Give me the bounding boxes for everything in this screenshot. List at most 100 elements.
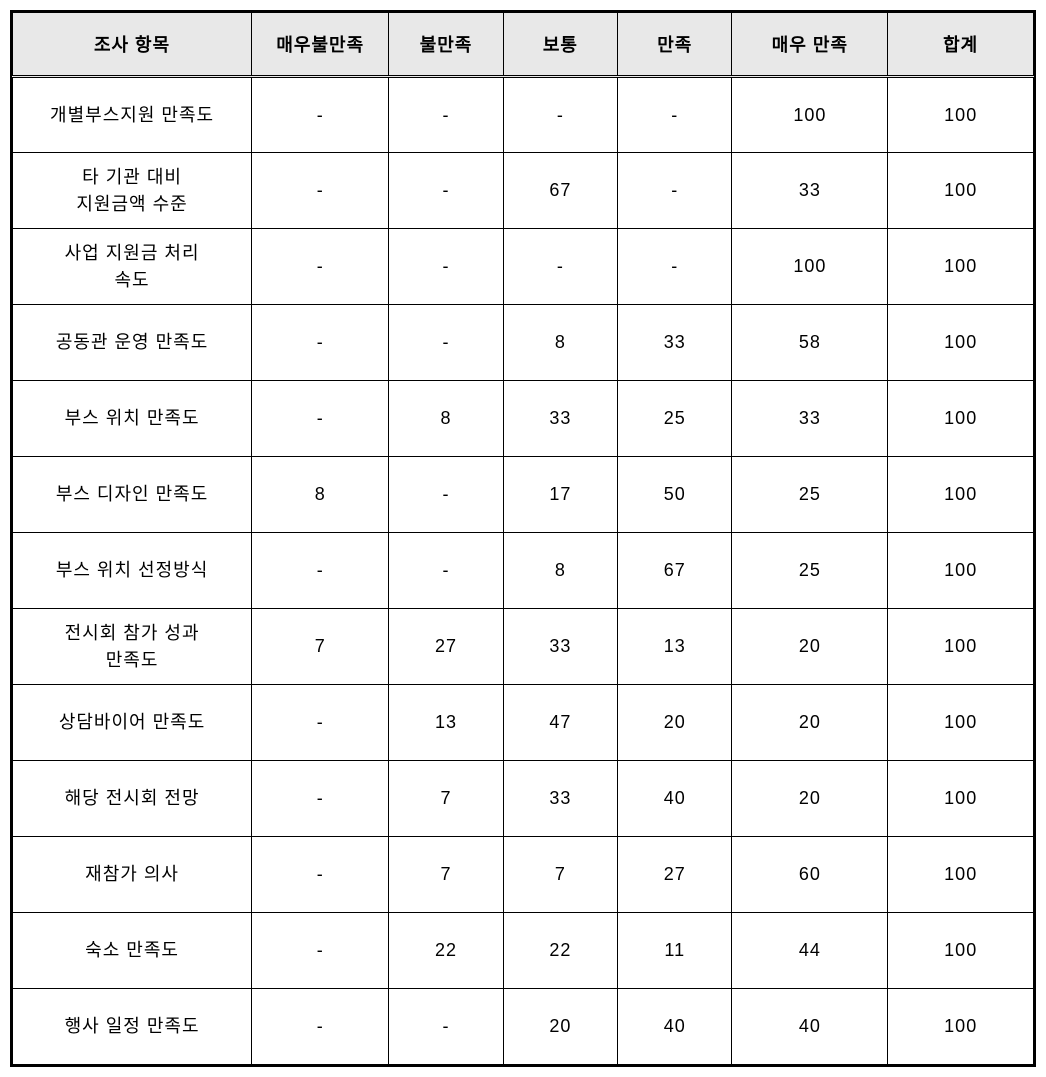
total-cell: 100 (888, 989, 1034, 1065)
v5-cell: 33 (732, 381, 888, 457)
v3-cell: 67 (503, 153, 617, 229)
v1-cell: 8 (252, 457, 389, 533)
item-cell: 행사 일정 만족도 (13, 989, 252, 1065)
v5-cell: 100 (732, 77, 888, 153)
v3-cell: 33 (503, 609, 617, 685)
table-row: 해당 전시회 전망-7334020100 (13, 761, 1034, 837)
table-row: 재참가 의사-772760100 (13, 837, 1034, 913)
v5-cell: 20 (732, 761, 888, 837)
v4-cell: 67 (618, 533, 732, 609)
table-row: 개별부스지원 만족도----100100 (13, 77, 1034, 153)
total-cell: 100 (888, 153, 1034, 229)
v4-cell: 40 (618, 989, 732, 1065)
v3-cell: 33 (503, 761, 617, 837)
v5-cell: 20 (732, 685, 888, 761)
v4-cell: 11 (618, 913, 732, 989)
col-header-item: 조사 항목 (13, 13, 252, 77)
item-cell: 해당 전시회 전망 (13, 761, 252, 837)
item-cell: 부스 위치 선정방식 (13, 533, 252, 609)
col-header-v2: 불만족 (389, 13, 503, 77)
item-cell: 개별부스지원 만족도 (13, 77, 252, 153)
v1-cell: - (252, 153, 389, 229)
v2-cell: - (389, 153, 503, 229)
v1-cell: - (252, 837, 389, 913)
total-cell: 100 (888, 77, 1034, 153)
item-cell: 숙소 만족도 (13, 913, 252, 989)
total-cell: 100 (888, 533, 1034, 609)
v5-cell: 20 (732, 609, 888, 685)
satisfaction-table: 조사 항목 매우불만족 불만족 보통 만족 매우 만족 합계 개별부스지원 만족… (12, 12, 1034, 1065)
v1-cell: - (252, 913, 389, 989)
v1-cell: - (252, 305, 389, 381)
v4-cell: - (618, 153, 732, 229)
total-cell: 100 (888, 381, 1034, 457)
v4-cell: - (618, 77, 732, 153)
col-header-v5: 매우 만족 (732, 13, 888, 77)
v3-cell: 47 (503, 685, 617, 761)
v4-cell: 20 (618, 685, 732, 761)
v3-cell: 20 (503, 989, 617, 1065)
v4-cell: 33 (618, 305, 732, 381)
v5-cell: 58 (732, 305, 888, 381)
v1-cell: - (252, 381, 389, 457)
v2-cell: 13 (389, 685, 503, 761)
v1-cell: - (252, 761, 389, 837)
v3-cell: 33 (503, 381, 617, 457)
v2-cell: 8 (389, 381, 503, 457)
total-cell: 100 (888, 837, 1034, 913)
col-header-v3: 보통 (503, 13, 617, 77)
v5-cell: 40 (732, 989, 888, 1065)
total-cell: 100 (888, 685, 1034, 761)
total-cell: 100 (888, 229, 1034, 305)
total-cell: 100 (888, 457, 1034, 533)
v3-cell: 8 (503, 305, 617, 381)
table-row: 전시회 참가 성과만족도727331320100 (13, 609, 1034, 685)
v3-cell: 7 (503, 837, 617, 913)
v2-cell: - (389, 457, 503, 533)
v3-cell: 8 (503, 533, 617, 609)
table-row: 숙소 만족도-22221144100 (13, 913, 1034, 989)
v2-cell: 22 (389, 913, 503, 989)
col-header-v4: 만족 (618, 13, 732, 77)
table-row: 부스 위치 선정방식--86725100 (13, 533, 1034, 609)
v4-cell: 13 (618, 609, 732, 685)
v2-cell: - (389, 533, 503, 609)
v2-cell: - (389, 229, 503, 305)
v2-cell: - (389, 989, 503, 1065)
total-cell: 100 (888, 913, 1034, 989)
v5-cell: 25 (732, 533, 888, 609)
item-cell: 상담바이어 만족도 (13, 685, 252, 761)
v3-cell: - (503, 229, 617, 305)
table-row: 부스 위치 만족도-8332533100 (13, 381, 1034, 457)
table-row: 행사 일정 만족도--204040100 (13, 989, 1034, 1065)
v2-cell: 27 (389, 609, 503, 685)
item-cell: 부스 위치 만족도 (13, 381, 252, 457)
v1-cell: - (252, 685, 389, 761)
table-row: 상담바이어 만족도-13472020100 (13, 685, 1034, 761)
v2-cell: - (389, 305, 503, 381)
table-row: 공동관 운영 만족도--83358100 (13, 305, 1034, 381)
item-cell: 전시회 참가 성과만족도 (13, 609, 252, 685)
v3-cell: 22 (503, 913, 617, 989)
v5-cell: 100 (732, 229, 888, 305)
v3-cell: - (503, 77, 617, 153)
item-cell: 재참가 의사 (13, 837, 252, 913)
table-row: 부스 디자인 만족도8-175025100 (13, 457, 1034, 533)
v1-cell: - (252, 77, 389, 153)
item-cell: 사업 지원금 처리속도 (13, 229, 252, 305)
col-header-total: 합계 (888, 13, 1034, 77)
item-cell: 공동관 운영 만족도 (13, 305, 252, 381)
total-cell: 100 (888, 761, 1034, 837)
table-header-row: 조사 항목 매우불만족 불만족 보통 만족 매우 만족 합계 (13, 13, 1034, 77)
v1-cell: - (252, 989, 389, 1065)
v4-cell: 25 (618, 381, 732, 457)
v1-cell: - (252, 533, 389, 609)
item-cell: 부스 디자인 만족도 (13, 457, 252, 533)
v4-cell: 27 (618, 837, 732, 913)
table-row: 사업 지원금 처리속도----100100 (13, 229, 1034, 305)
total-cell: 100 (888, 305, 1034, 381)
v2-cell: - (389, 77, 503, 153)
table-row: 타 기관 대비지원금액 수준--67-33100 (13, 153, 1034, 229)
v5-cell: 33 (732, 153, 888, 229)
v4-cell: 50 (618, 457, 732, 533)
